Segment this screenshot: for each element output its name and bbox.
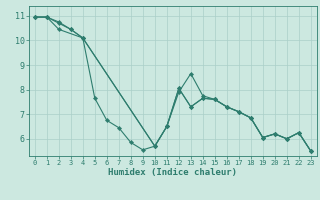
X-axis label: Humidex (Indice chaleur): Humidex (Indice chaleur) [108,168,237,177]
